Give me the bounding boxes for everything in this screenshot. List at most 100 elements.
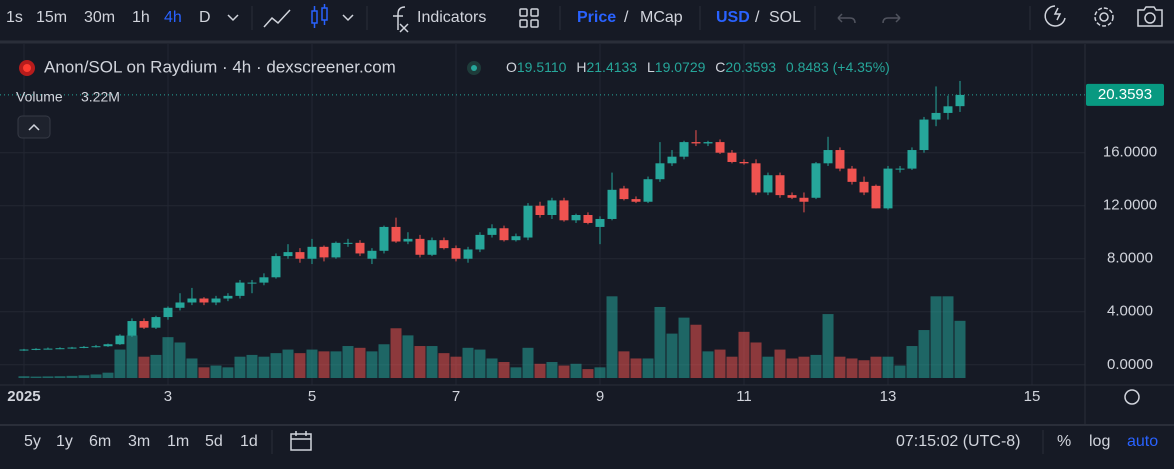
settings-icon-core	[1099, 12, 1109, 22]
price-toggle[interactable]: Price	[577, 9, 616, 26]
candle-body	[367, 250, 377, 259]
volume-bar	[54, 376, 66, 378]
candle-body	[775, 175, 785, 196]
volume-bar	[366, 351, 378, 378]
candle-body	[931, 112, 941, 120]
volume-bar	[570, 363, 582, 378]
volume-bar	[678, 317, 690, 378]
volume-bar	[402, 335, 414, 378]
candle-body	[547, 200, 557, 215]
candle-body	[679, 142, 689, 157]
candle-body	[895, 168, 905, 170]
range-button[interactable]: 5y	[24, 433, 41, 450]
range-button[interactable]: 3m	[128, 433, 150, 450]
volume-bar	[114, 349, 126, 378]
usd-toggle[interactable]: USD	[716, 9, 750, 26]
alert-icon[interactable]	[1044, 5, 1066, 27]
candle-body	[667, 156, 677, 164]
candle-body	[223, 295, 233, 299]
camera-lens	[1144, 12, 1156, 24]
range-button[interactable]: 1m	[167, 433, 189, 450]
chevron[interactable]	[227, 14, 239, 22]
candle-body	[211, 298, 221, 303]
range-button[interactable]: 1d	[240, 433, 258, 450]
candle-body	[499, 228, 509, 241]
volume-bar	[198, 367, 210, 378]
candle-body	[187, 298, 197, 303]
candle-body	[475, 234, 485, 250]
camera-icon[interactable]	[1137, 6, 1163, 27]
axis-settings-icon[interactable]	[1124, 389, 1140, 405]
interval[interactable]: 4h	[164, 9, 182, 26]
x-tick-label: 7	[452, 388, 460, 405]
volume-bar	[150, 354, 162, 378]
volume-bar	[594, 367, 606, 378]
ohlc-value: 19.5110	[517, 59, 567, 75]
volume-bar	[294, 353, 306, 378]
candle-body	[787, 195, 797, 198]
volume-bar	[330, 351, 342, 378]
calendar-icon[interactable]	[290, 431, 312, 451]
last-price-label: 20.3593	[1098, 86, 1152, 103]
axes: 0.0000 4.0000 8.0000 12.0000 16.0000 2025 3 5 7 9…	[0, 83, 1164, 405]
token-icon-core	[23, 64, 31, 72]
candle-body	[31, 348, 41, 350]
slash: /	[755, 9, 760, 26]
range-button[interactable]: 5d	[205, 433, 223, 450]
candle-body	[19, 349, 29, 351]
layout-icon[interactable]	[519, 8, 539, 28]
sol-toggle[interactable]: SOL	[769, 9, 801, 26]
candle-body	[151, 317, 161, 328]
interval[interactable]: 30m	[84, 9, 115, 26]
chevron[interactable]	[342, 14, 354, 22]
x-tick-label: 3	[164, 388, 172, 405]
volume-bar	[654, 306, 666, 378]
volume-bar	[726, 356, 738, 378]
x-tick-label: 11	[736, 388, 752, 405]
collapse-chevron	[28, 123, 40, 131]
auto-toggle[interactable]: auto	[1127, 433, 1158, 450]
volume-bar	[930, 296, 942, 378]
volume-bar	[210, 365, 222, 378]
collapse-button[interactable]	[17, 115, 51, 139]
candle-icon[interactable]	[311, 4, 328, 28]
percent-toggle[interactable]: %	[1057, 433, 1071, 450]
volume-bar	[786, 358, 798, 378]
line-chart-icon[interactable]	[263, 9, 291, 28]
interval[interactable]: 1h	[132, 9, 150, 26]
candle-body	[127, 321, 137, 336]
volume-bar	[318, 351, 330, 378]
range-button[interactable]: 6m	[89, 433, 111, 450]
volume-bar	[378, 344, 390, 378]
settings-icon[interactable]	[1094, 7, 1114, 27]
y-tick-label: 16.0000	[1103, 144, 1157, 161]
volume-bar	[474, 349, 486, 378]
volume-bar	[810, 354, 822, 378]
volume-bar	[666, 333, 678, 378]
volume-bar	[390, 328, 402, 378]
candle-body	[859, 181, 869, 193]
volume-bar	[642, 358, 654, 378]
volume-bar	[162, 337, 174, 378]
change-value: 0.8483 (+4.35%)	[786, 59, 890, 75]
volume-bar	[918, 330, 930, 378]
volume-bar	[342, 346, 354, 378]
interval[interactable]: 15m	[36, 9, 67, 26]
indicators-button[interactable]: Indicators	[417, 9, 486, 26]
interval[interactable]: D	[199, 9, 211, 26]
layout-icon-part	[530, 8, 539, 17]
volume-bar	[102, 372, 114, 378]
volume-bar	[822, 314, 834, 378]
mcap-toggle[interactable]: MCap	[640, 9, 683, 26]
redo-icon[interactable]	[882, 13, 901, 24]
range-button[interactable]: 1y	[56, 433, 73, 450]
log-toggle[interactable]: log	[1089, 433, 1110, 450]
interval[interactable]: 1s	[6, 9, 23, 26]
chart-title: Anon/SOL on Raydium · 4h · dexscreener.c…	[44, 57, 396, 76]
undo-icon[interactable]	[837, 13, 856, 24]
volume-bar	[882, 356, 894, 378]
fx-icon[interactable]	[393, 6, 409, 33]
candle-body	[691, 142, 701, 144]
volume-bar	[306, 349, 318, 378]
candle-body	[835, 150, 845, 169]
